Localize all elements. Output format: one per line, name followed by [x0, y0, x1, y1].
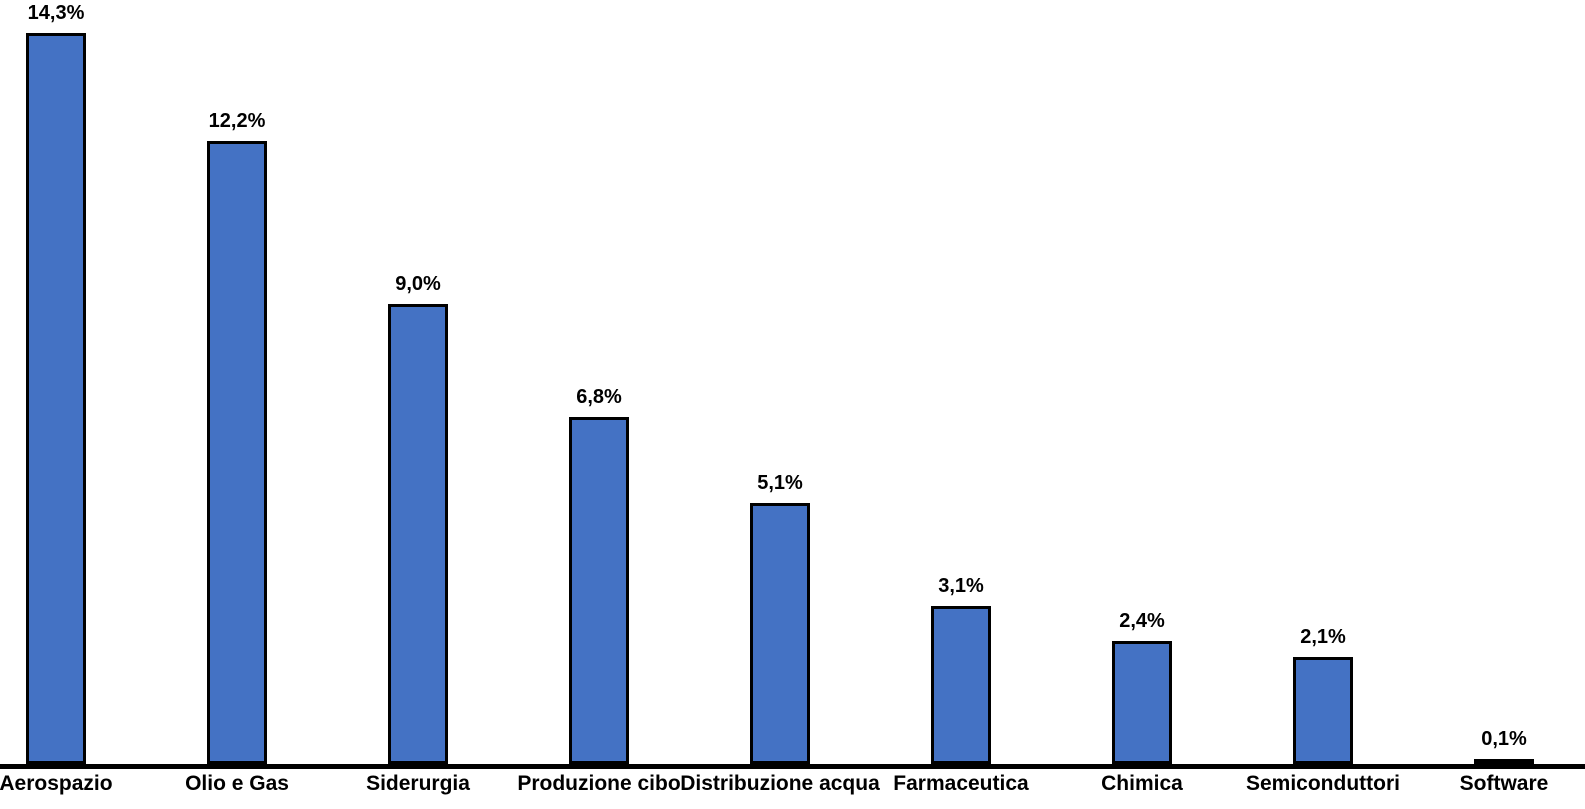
category-label: Aerospazio: [0, 772, 113, 795]
category-label: Chimica: [1101, 772, 1183, 795]
category-label: Siderurgia: [366, 772, 470, 795]
category-label: Farmaceutica: [893, 772, 1029, 795]
bar-olio-e-gas: [207, 141, 267, 764]
category-label: Semiconduttori: [1245, 772, 1400, 795]
category-label: Olio e Gas: [185, 772, 289, 795]
bar-siderurgia: [388, 304, 448, 764]
value-label: 12,2%: [208, 110, 266, 132]
value-label: 0,1%: [1481, 728, 1527, 750]
category-label: Produzione cibo: [517, 772, 681, 795]
category-label: Distribuzione acqua: [680, 772, 880, 795]
value-label: 9,0%: [395, 273, 441, 295]
value-label: 5,1%: [757, 472, 803, 494]
bar-software: [1474, 759, 1534, 765]
bar-farmaceutica: [931, 606, 991, 764]
value-label: 3,1%: [938, 575, 984, 597]
x-axis-line: [0, 764, 1585, 769]
bar-semiconduttori: [1293, 657, 1353, 764]
bar-distribuzione-acqua: [750, 503, 810, 764]
bar-aerospazio: [26, 33, 86, 764]
value-label: 2,4%: [1119, 610, 1165, 632]
value-label: 6,8%: [576, 386, 622, 408]
bar-chimica: [1112, 641, 1172, 764]
category-label: Software: [1459, 772, 1549, 795]
bar-produzione-cibo: [569, 417, 629, 764]
value-label: 2,1%: [1300, 626, 1346, 648]
value-label: 14,3%: [27, 2, 85, 24]
